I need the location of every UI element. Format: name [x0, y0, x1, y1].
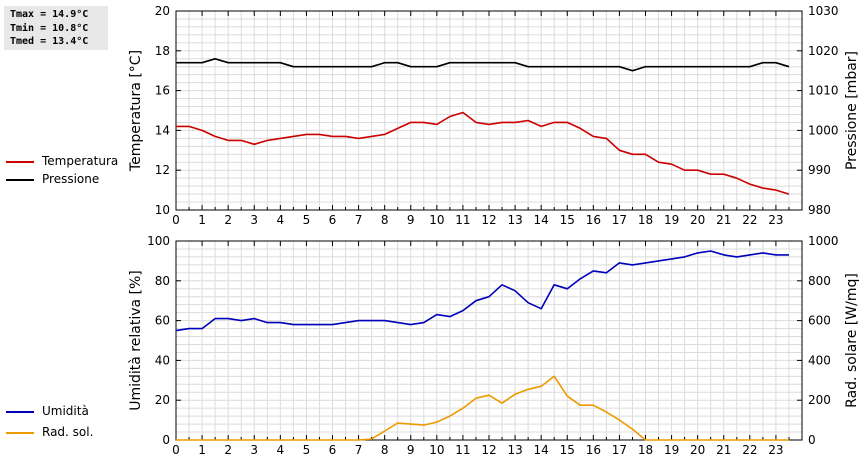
y-tick-label: 10 — [155, 203, 170, 217]
x-tick-label: 23 — [768, 213, 783, 227]
x-tick-label: 13 — [507, 213, 522, 227]
x-tick-label: 3 — [250, 213, 258, 227]
legend-swatch-umidita — [6, 411, 34, 413]
legend-item-rad-sol: Rad. sol. — [4, 424, 124, 442]
x-tick-label: 0 — [172, 443, 180, 457]
x-tick-label: 12 — [481, 443, 496, 457]
x-tick-label: 22 — [742, 213, 757, 227]
x-tick-label: 20 — [690, 443, 705, 457]
x-tick-label: 21 — [716, 213, 731, 227]
x-tick-label: 23 — [768, 443, 783, 457]
y-tick-label: 14 — [155, 123, 170, 137]
y2-tick-label: 1010 — [808, 84, 839, 98]
top-ylabel: Temperatura [°C] — [128, 50, 144, 172]
x-tick-label: 12 — [481, 213, 496, 227]
series-line-umidit — [175, 250, 789, 332]
legend-swatch-pressione — [6, 179, 34, 181]
series-line-pressione — [176, 57, 790, 72]
y-tick-label: 40 — [155, 353, 170, 367]
x-tick-label: 2 — [224, 443, 232, 457]
bottom-y2label: Rad. solare [W/mq] — [844, 273, 860, 408]
x-tick-label: 8 — [381, 213, 389, 227]
x-tick-label: 22 — [742, 443, 757, 457]
x-tick-label: 6 — [329, 443, 337, 457]
bottom-ylabel: Umidità relativa [%] — [128, 270, 144, 411]
x-tick-label: 15 — [560, 443, 575, 457]
legend-swatch-rad-sol — [6, 432, 34, 434]
y2-tick-label: 200 — [808, 393, 831, 407]
x-tick-label: 1 — [198, 443, 206, 457]
x-tick-label: 13 — [507, 443, 522, 457]
legend-item-umidita: Umidità — [4, 403, 124, 421]
legend-label: Rad. sol. — [42, 425, 94, 439]
y-tick-label: 20 — [155, 393, 170, 407]
x-tick-label: 15 — [560, 213, 575, 227]
x-tick-label: 0 — [172, 213, 180, 227]
x-tick-label: 10 — [429, 213, 444, 227]
x-tick-label: 4 — [277, 443, 285, 457]
x-tick-label: 18 — [638, 213, 653, 227]
stat-tmin: Tmin = 10.8°C — [10, 22, 89, 34]
x-tick-label: 19 — [664, 213, 679, 227]
x-tick-label: 17 — [612, 213, 627, 227]
x-tick-label: 17 — [612, 443, 627, 457]
y2-tick-label: 800 — [808, 274, 831, 288]
y2-tick-label: 1000 — [808, 123, 839, 137]
x-tick-label: 11 — [455, 443, 470, 457]
x-tick-label: 2 — [224, 213, 232, 227]
y2-tick-label: 1030 — [808, 4, 839, 18]
y2-tick-label: 400 — [808, 353, 831, 367]
x-tick-label: 16 — [586, 213, 601, 227]
x-tick-label: 16 — [586, 443, 601, 457]
x-tick-label: 4 — [277, 213, 285, 227]
y-tick-label: 100 — [147, 234, 170, 248]
y2-tick-label: 1000 — [808, 234, 839, 248]
x-tick-label: 20 — [690, 213, 705, 227]
top-y2label: Pressione [mbar] — [844, 51, 860, 170]
y2-tick-label: 1020 — [808, 44, 839, 58]
stat-tmax: Tmax = 14.9°C — [10, 9, 89, 20]
x-tick-label: 9 — [407, 213, 415, 227]
x-tick-label: 14 — [534, 443, 549, 457]
x-tick-label: 21 — [716, 443, 731, 457]
y-tick-label: 80 — [155, 274, 170, 288]
x-tick-label: 19 — [664, 443, 679, 457]
y2-tick-label: 0 — [808, 433, 816, 447]
stat-tmed: Tmed = 13.4°C — [10, 36, 89, 47]
y-tick-label: 60 — [155, 314, 170, 328]
x-tick-label: 5 — [303, 213, 311, 227]
x-tick-label: 6 — [329, 213, 337, 227]
legend-label: Temperatura — [42, 154, 119, 168]
legend-label: Pressione — [42, 172, 100, 186]
y-tick-label: 12 — [155, 163, 170, 177]
x-tick-label: 7 — [355, 213, 363, 227]
x-tick-label: 5 — [303, 443, 311, 457]
y-tick-label: 0 — [162, 433, 170, 447]
series-line-temperatura — [176, 111, 790, 195]
x-tick-label: 10 — [429, 443, 444, 457]
y-tick-label: 20 — [155, 4, 170, 18]
x-tick-label: 14 — [534, 213, 549, 227]
x-tick-label: 1 — [198, 213, 206, 227]
legend-swatch-temperatura — [6, 161, 34, 163]
y2-tick-label: 980 — [808, 203, 831, 217]
y2-tick-label: 990 — [808, 163, 831, 177]
y-tick-label: 18 — [155, 44, 170, 58]
x-tick-label: 7 — [355, 443, 363, 457]
y-tick-label: 16 — [155, 84, 170, 98]
x-tick-label: 9 — [407, 443, 415, 457]
x-tick-label: 18 — [638, 443, 653, 457]
x-tick-label: 3 — [250, 443, 258, 457]
y2-tick-label: 600 — [808, 314, 831, 328]
x-tick-label: 8 — [381, 443, 389, 457]
legend-label: Umidità — [42, 404, 89, 418]
series-line-rad-sol — [176, 375, 789, 441]
x-tick-label: 11 — [455, 213, 470, 227]
stats-box: Tmax = 14.9°C Tmin = 10.8°C Tmed = 13.4°… — [4, 6, 108, 50]
